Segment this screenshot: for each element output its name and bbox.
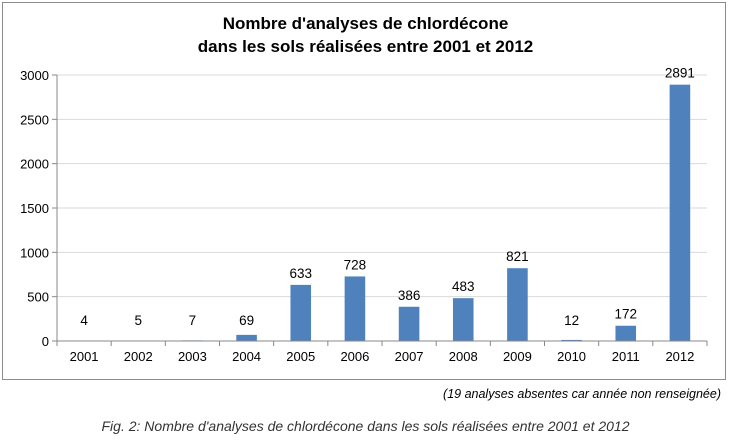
data-label: 2891: [665, 66, 695, 81]
x-tick-label: 2001: [70, 349, 99, 364]
figure-caption: Fig. 2: Nombre d'analyses de chlordécone…: [101, 418, 630, 434]
axes: 0 500 1000 1500 2000 2500 3000 2001 2002 2003 2004…: [20, 68, 708, 364]
x-tick-label: 2012: [665, 349, 694, 364]
data-label: 386: [398, 288, 421, 303]
bar: [561, 339, 582, 341]
bar: [615, 325, 637, 341]
bar: [398, 306, 420, 341]
bar: [452, 298, 474, 341]
x-tick-label: 2004: [232, 349, 261, 364]
x-tick-label: 2003: [178, 349, 207, 364]
data-label: 69: [239, 313, 254, 328]
x-tick-label: 2011: [612, 349, 640, 364]
y-tick-label: 1000: [20, 245, 49, 260]
x-tick-label: 2006: [340, 349, 369, 364]
data-label: 633: [289, 266, 312, 281]
x-tick-label: 2010: [557, 349, 586, 364]
gridlines: [57, 74, 707, 298]
chart-note: (19 analyses absentes car année non rens…: [443, 387, 721, 401]
y-tick-label: 3000: [20, 68, 49, 83]
y-tick-label: 500: [27, 290, 49, 305]
data-label: 821: [506, 249, 529, 264]
bars: [73, 84, 691, 341]
x-tick-label: 2002: [124, 349, 153, 364]
chart-title-line-1: Nombre d'analyses de chlordécone: [222, 14, 509, 33]
data-label: 172: [614, 307, 637, 322]
y-tick-label: 2000: [20, 157, 49, 172]
x-tick-label: 2008: [449, 349, 478, 364]
data-label: 7: [189, 313, 197, 328]
bar: [507, 268, 528, 341]
bar-chart: 0 500 1000 1500 2000 2500 3000 2001 2002 2003 2004…: [20, 66, 708, 364]
y-tick-label: 2500: [20, 112, 49, 127]
x-tick-label: 2005: [286, 349, 315, 364]
bar: [344, 276, 366, 341]
data-label: 4: [80, 313, 88, 328]
data-label: 5: [134, 313, 142, 328]
bar: [290, 284, 312, 341]
y-tick-label: 1500: [20, 201, 49, 216]
data-labels: 4 5 7 69 633 728 386 483 821 12 172 2891: [80, 66, 695, 328]
y-tick-label: 0: [42, 334, 49, 349]
x-tick-label: 2009: [503, 349, 532, 364]
data-label: 728: [344, 257, 367, 272]
x-tick-label: 2007: [395, 349, 424, 364]
bar: [236, 334, 257, 341]
bar: [669, 84, 691, 341]
data-label: 12: [564, 313, 579, 328]
data-label: 483: [452, 279, 475, 294]
chart-title-line-2: dans les sols réalisées entre 2001 et 20…: [197, 37, 534, 56]
